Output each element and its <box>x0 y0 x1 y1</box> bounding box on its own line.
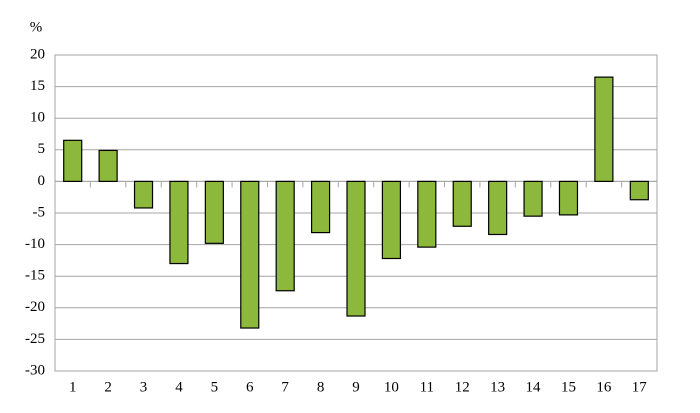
x-tick-label: 3 <box>140 379 148 395</box>
x-tick-label: 1 <box>69 379 77 395</box>
x-tick-label: 13 <box>490 379 505 395</box>
bar <box>275 180 295 292</box>
y-tick-label: 0 <box>38 173 46 189</box>
y-tick-label: 10 <box>30 110 45 126</box>
x-tick-label: 16 <box>596 379 612 395</box>
bar <box>63 139 83 183</box>
bar <box>310 180 331 234</box>
bar <box>98 149 118 183</box>
x-tick-label: 15 <box>561 379 576 395</box>
x-tick-label: 2 <box>104 379 112 395</box>
y-tick-label: 15 <box>30 78 45 94</box>
bar <box>523 180 543 217</box>
y-tick-label: -5 <box>33 204 46 220</box>
bar <box>381 180 402 260</box>
bar <box>169 180 189 265</box>
bar <box>417 180 437 248</box>
x-tick-label: 8 <box>317 379 325 395</box>
x-tick-label: 4 <box>175 379 183 395</box>
x-tick-label: 6 <box>246 379 254 395</box>
x-tick-label: 14 <box>526 379 542 395</box>
y-tick-label: -20 <box>25 299 45 315</box>
bar <box>629 180 649 201</box>
bar <box>346 180 366 317</box>
x-tick-label: 9 <box>352 379 360 395</box>
bar <box>240 180 260 329</box>
x-tick-label: 11 <box>420 379 434 395</box>
bar <box>204 180 224 244</box>
x-tick-label: 5 <box>211 379 219 395</box>
x-tick-label: 17 <box>632 379 648 395</box>
x-tick-label: 10 <box>384 379 399 395</box>
y-tick-label: -25 <box>25 331 45 347</box>
y-tick-label: 20 <box>30 46 45 62</box>
y-tick-label: -10 <box>25 236 45 252</box>
bar <box>133 180 154 209</box>
y-tick-label: -15 <box>25 268 45 284</box>
y-tick-label: 5 <box>38 141 46 157</box>
y-axis-label: % <box>30 19 43 35</box>
bar <box>488 180 508 236</box>
y-tick-label: -30 <box>25 362 45 378</box>
x-tick-label: 12 <box>455 379 470 395</box>
bar <box>558 180 579 216</box>
bar <box>594 76 614 183</box>
bar <box>452 180 472 227</box>
x-tick-label: 7 <box>281 379 289 395</box>
